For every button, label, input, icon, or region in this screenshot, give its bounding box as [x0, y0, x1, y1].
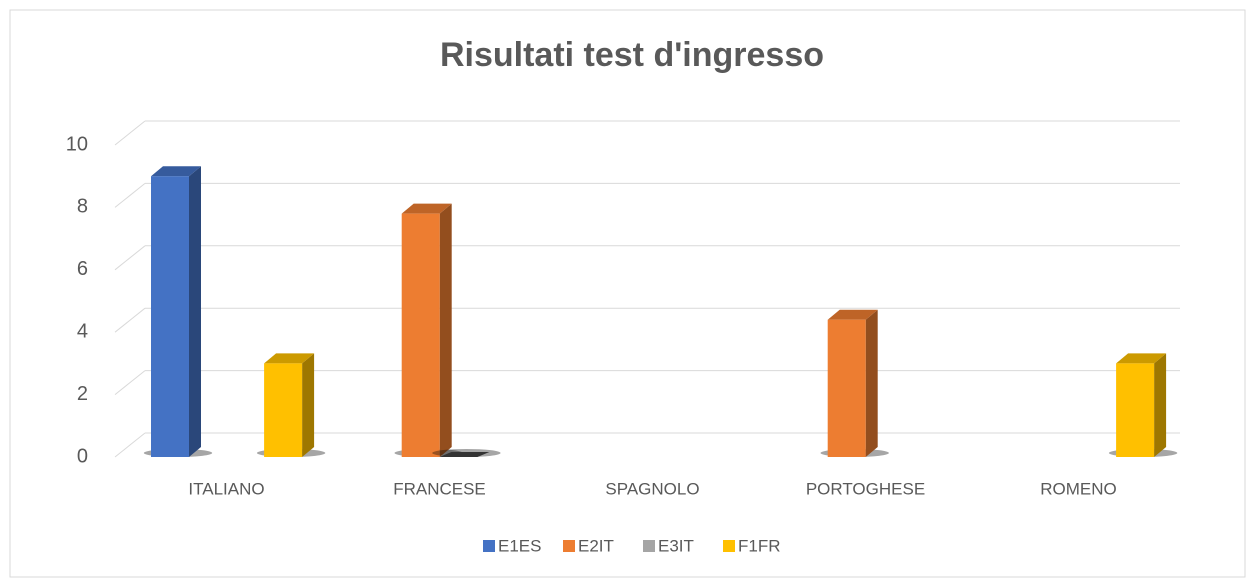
bar-top [1116, 353, 1167, 364]
legend-label: E3IT [658, 536, 694, 555]
bar [264, 363, 303, 457]
bar [151, 176, 189, 457]
grid-line [114, 183, 146, 208]
bar-side [302, 353, 315, 457]
y-tick-label: 6 [77, 258, 88, 280]
bar-top [401, 203, 452, 214]
y-tick-label: 2 [77, 383, 88, 405]
bar-side [189, 166, 201, 457]
legend-swatch [643, 540, 655, 552]
bar [401, 213, 440, 457]
bar [827, 319, 866, 457]
chart-border [9, 9, 1246, 578]
grid-line [114, 245, 146, 271]
y-tick-label: 0 [77, 445, 88, 467]
bar-top [151, 166, 201, 177]
bar-top [264, 353, 315, 364]
grid-line [114, 120, 146, 146]
grid-line [114, 370, 146, 395]
y-tick-label: 4 [77, 320, 88, 342]
x-tick-label: ROMENO [1040, 479, 1117, 498]
legend-swatch [723, 540, 735, 552]
bar [1116, 363, 1155, 457]
bar-side [865, 309, 878, 457]
x-tick-label: SPAGNOLO [605, 479, 699, 498]
y-tick-label: 8 [77, 196, 88, 218]
bar-side [1154, 353, 1167, 457]
y-tick-label: 10 [66, 133, 88, 155]
legend-label: E1ES [498, 536, 541, 555]
legend-swatch [563, 540, 575, 552]
grid-line [114, 432, 146, 458]
x-tick-label: FRANCESE [393, 479, 486, 498]
bar-top [827, 309, 878, 320]
chart-title: Risultati test d'ingresso [440, 36, 824, 74]
x-tick-label: PORTOGHESE [806, 479, 925, 498]
bar [439, 452, 490, 457]
grid-line [114, 307, 146, 333]
x-tick-label: ITALIANO [188, 479, 264, 498]
legend-label: E2IT [578, 536, 614, 555]
legend-swatch [483, 540, 495, 552]
legend-label: F1FR [738, 536, 781, 555]
bar-side [439, 203, 452, 457]
